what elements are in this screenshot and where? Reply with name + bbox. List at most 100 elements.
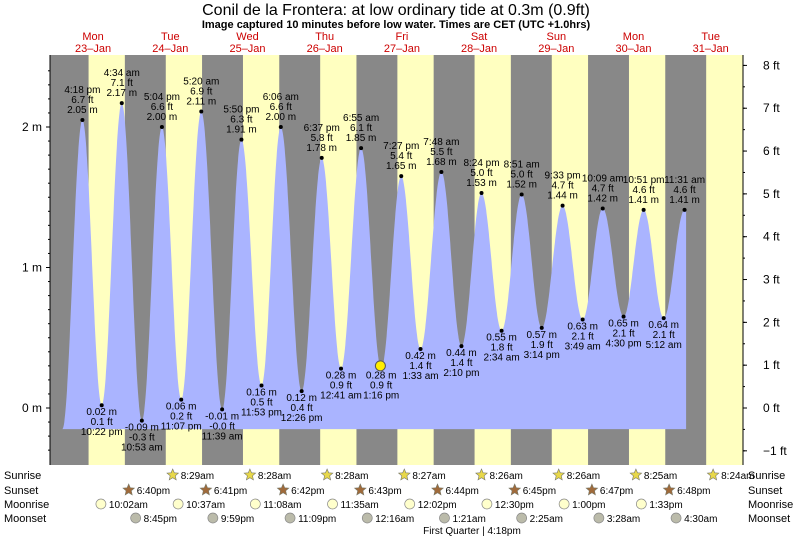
high-point	[479, 191, 484, 196]
low-label: 0.42 m	[405, 351, 436, 362]
high-label: 2.00 m	[266, 112, 297, 123]
moonrise-icon	[481, 498, 493, 510]
sunset-time: 6:47pm	[600, 486, 633, 497]
day-name: Tue	[701, 31, 720, 43]
moonrise-time: 12:02pm	[418, 500, 457, 511]
high-label: 6.9 ft	[190, 87, 212, 98]
moonset-icon	[361, 512, 373, 524]
left-tick-label: 1 m	[22, 261, 42, 275]
high-label: 5.0 ft	[470, 168, 492, 179]
high-label: 5:04 pm	[144, 92, 180, 103]
low-label: 0.2 ft	[170, 412, 192, 423]
right-tick-label: 1 ft	[763, 358, 780, 372]
high-label: 4.6 ft	[673, 185, 695, 196]
high-label: 4.6 ft	[633, 185, 655, 196]
low-label: 1:33 am	[402, 371, 438, 382]
sunset-time: 6:43pm	[368, 486, 401, 497]
moonset-time: 3:28am	[607, 514, 640, 525]
high-label: 6.6 ft	[151, 102, 173, 113]
sunset-time: 6:42pm	[291, 486, 324, 497]
sunrise-icon	[629, 468, 643, 481]
high-label: 8:24 pm	[463, 158, 499, 169]
low-label: 0.65 m	[608, 319, 639, 330]
low-point	[499, 328, 504, 333]
high-label: 5:20 am	[183, 77, 219, 88]
sunset-icon	[276, 483, 290, 496]
high-label: 6:06 am	[263, 92, 299, 103]
low-point	[220, 407, 225, 412]
moonrise-time: 10:37am	[186, 500, 225, 511]
day-name: Thu	[315, 31, 334, 43]
sunrise-row-label-left: Sunrise	[4, 470, 41, 482]
low-label: 0.9 ft	[370, 381, 392, 392]
moonrise-icon	[327, 498, 338, 510]
sunrise-time: 8:26am	[567, 471, 600, 482]
moonset-row-label-left: Moonset	[4, 513, 46, 525]
high-label: 6:55 am	[343, 113, 379, 124]
high-label: 5.5 ft	[430, 147, 452, 158]
high-point	[239, 137, 244, 142]
high-point	[159, 125, 164, 129]
chart-title: Conil de la Frontera: at low ordinary ti…	[202, 2, 590, 19]
low-label: 0.02 m	[86, 407, 117, 418]
moonset-time: 11:09pm	[298, 514, 336, 525]
high-label: 10:51 pm	[623, 175, 665, 186]
sunset-icon	[353, 483, 367, 496]
low-point	[539, 325, 544, 330]
high-label: 2.11 m	[186, 97, 216, 108]
high-label: 2.00 m	[147, 112, 178, 123]
low-label: 12:26 pm	[281, 413, 323, 424]
high-label: 5.0 ft	[511, 169, 533, 180]
high-point	[399, 174, 404, 179]
sunrise-time: 8:28am	[258, 471, 291, 482]
day-name: Mon	[623, 31, 644, 43]
high-point	[439, 169, 444, 174]
low-label: 0.64 m	[648, 320, 679, 331]
moonset-time: 1:21am	[452, 514, 485, 525]
high-label: 1.65 m	[386, 161, 417, 172]
sunset-row-label-right: Sunset	[748, 485, 782, 497]
current-tide-marker	[374, 360, 386, 372]
day-name: Sat	[471, 31, 488, 43]
low-label: 3:49 am	[565, 341, 601, 352]
tide-curve	[62, 103, 687, 430]
moonrise-row-label-left: Moonrise	[4, 499, 49, 511]
high-label: 5.4 ft	[390, 151, 412, 162]
sunset-row-label-left: Sunset	[4, 485, 38, 497]
moonrise-icon	[558, 498, 570, 510]
high-label: 6.6 ft	[270, 102, 292, 113]
high-point	[119, 101, 124, 106]
moonset-row-label-right: Moonset	[748, 513, 790, 525]
low-label: 11:53 pm	[241, 408, 282, 419]
high-label: 9:33 pm	[545, 171, 581, 182]
high-point	[80, 117, 85, 122]
high-point	[319, 155, 324, 160]
axes: 2 m 1 m 0 m 8 ft 7 ft 6 ft 5 ft 4 ft 3 ft 2 ft 1 f…	[22, 55, 787, 465]
moonrise-row-label-right: Moonrise	[748, 499, 793, 511]
low-label: 0.16 m	[246, 388, 277, 399]
low-label: 0.63 m	[567, 321, 598, 332]
moonrise-time: 12:30pm	[495, 500, 534, 511]
moonset-icon	[670, 512, 682, 524]
right-tick-label: 6 ft	[763, 144, 780, 158]
high-label: 1.91 m	[226, 125, 257, 136]
high-label: 7:27 pm	[383, 141, 419, 152]
moonset-icon	[439, 512, 450, 524]
high-label: 4:18 pm	[64, 85, 100, 96]
high-label: 2.17 m	[106, 88, 137, 99]
moonrise-icon	[404, 498, 416, 510]
low-point	[139, 418, 144, 423]
sunset-icon	[662, 483, 676, 496]
sunrise-icon	[397, 468, 411, 481]
low-label: 1.4 ft	[409, 361, 431, 372]
high-label: 5:50 pm	[223, 105, 259, 116]
low-point	[179, 397, 184, 402]
high-label: 6.3 ft	[230, 115, 252, 126]
sun-moon-rows: Sunrise Sunrise 8:29am 8:28am 8:28am 8:27am 8:…	[4, 468, 793, 537]
day-name: Fri	[395, 31, 408, 43]
moonset-time: 4:30am	[684, 514, 717, 525]
day-date: 25–Jan	[229, 43, 265, 55]
sunset-time: 6:45pm	[523, 486, 556, 497]
low-point	[339, 366, 344, 371]
